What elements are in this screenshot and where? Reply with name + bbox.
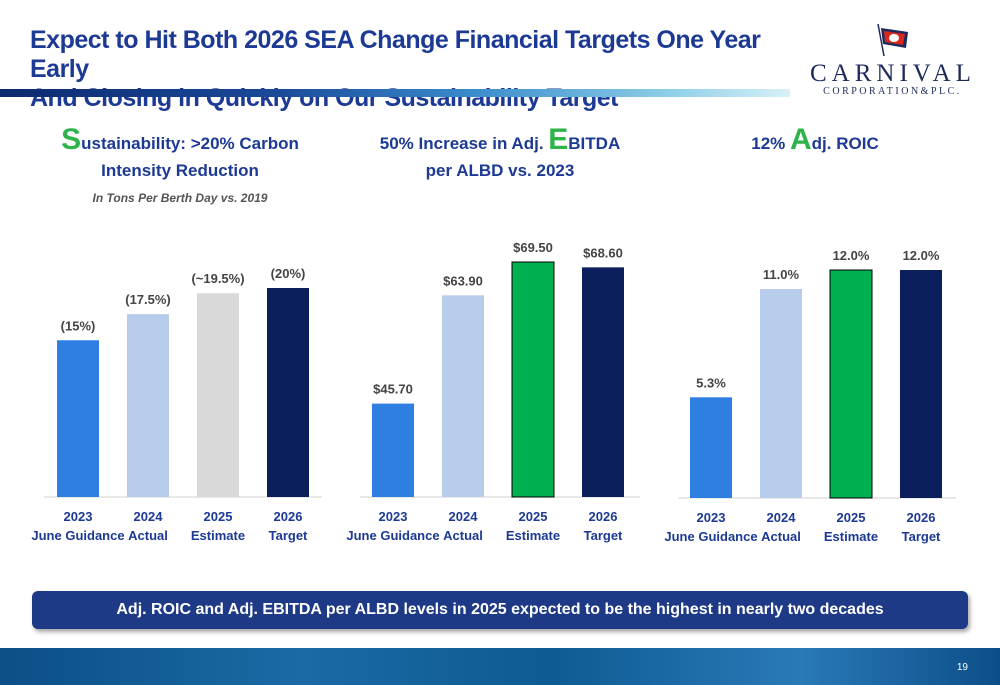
ebitda-tick-label-0-0: 2023 <box>379 509 408 524</box>
sustainability-tick-label-0-1: June Guidance <box>31 528 124 543</box>
sustainability-data-label-2: (~19.5%) <box>191 271 244 286</box>
flag-logo-icon <box>877 23 908 57</box>
roic-tick-label-1-1: Actual <box>761 529 801 544</box>
sustainability-tick-label-1-0: 2024 <box>134 509 164 524</box>
sustainability-tick-label-0-0: 2023 <box>64 509 93 524</box>
sustainability-bar-1 <box>127 314 169 497</box>
sustainability-tick-label-2-1: Estimate <box>191 528 245 543</box>
ebitda-tick-label-2-1: Estimate <box>506 528 560 543</box>
ebitda-data-label-2: $69.50 <box>513 240 553 255</box>
ebitda-title-line2: per ALBD vs. 2023 <box>425 161 575 180</box>
summary-banner: Adj. ROIC and Adj. EBITDA per ALBD level… <box>32 591 968 629</box>
roic-bar-3 <box>900 270 942 498</box>
ebitda-tick-label-1-0: 2024 <box>449 509 479 524</box>
sustainability-data-label-0: (15%) <box>61 318 96 333</box>
roic-panel-title: 12% Adj. ROIC <box>680 123 950 157</box>
sustainability-title-line2: Intensity Reduction <box>101 161 259 180</box>
sustainability-title-rest: ustainability: >20% Carbon <box>81 134 299 153</box>
ebitda-tick-label-2-0: 2025 <box>519 509 548 524</box>
roic-tick-label-0-0: 2023 <box>697 510 726 525</box>
sustainability-bar-2 <box>197 293 239 497</box>
page-title-line1: Expect to Hit Both 2026 SEA Change Finan… <box>30 26 761 83</box>
roic-bar-2 <box>829 269 873 499</box>
sustainability-tick-label-1-1: Actual <box>128 528 168 543</box>
ebitda-tick-label-1-1: Actual <box>443 528 483 543</box>
ebitda-panel-title: 50% Increase in Adj. EBITDA per ALBD vs.… <box>360 123 640 184</box>
sustainability-panel-title: Sustainability: >20% Carbon Intensity Re… <box>40 123 320 184</box>
carnival-logo: CARNIVAL CORPORATION&PLC. <box>810 22 975 102</box>
roic-tick-label-1-0: 2024 <box>767 510 797 525</box>
ebitda-title-prefix: 50% Increase in Adj. <box>379 134 549 153</box>
roic-data-label-1: 11.0% <box>763 267 800 282</box>
ebitda-bar-1 <box>442 295 484 497</box>
sustainability-tick-label-3-0: 2026 <box>274 509 303 524</box>
roic-title-letter: A <box>790 123 812 156</box>
roic-bar-0 <box>690 397 732 498</box>
roic-title-rest: dj. ROIC <box>811 134 879 153</box>
sustainability-data-label-3: (20%) <box>271 266 306 281</box>
roic-bar-1 <box>760 289 802 498</box>
ebitda-tick-label-3-1: Target <box>584 528 623 543</box>
ebitda-bar-0 <box>372 403 414 497</box>
sustainability-tick-label-3-1: Target <box>269 528 308 543</box>
logo-subtitle: CORPORATION&PLC. <box>823 86 962 97</box>
roic-data-label-2: 12.0% <box>833 248 870 263</box>
roic-data-label-0: 5.3% <box>696 375 726 390</box>
footer-band: 19 <box>0 648 1000 685</box>
sustainability-title-letter: S <box>61 123 82 156</box>
ebitda-bar-3 <box>582 267 624 497</box>
roic-tick-label-3-1: Target <box>902 529 941 544</box>
ebitda-tick-label-0-1: June Guidance <box>346 528 439 543</box>
ebitda-bar-2 <box>511 261 555 498</box>
ebitda-title-rest: BITDA <box>568 134 621 153</box>
sustainability-bar-0 <box>57 340 99 497</box>
page-number: 19 <box>956 662 968 673</box>
roic-data-label-3: 12.0% <box>903 248 940 263</box>
title-divider <box>0 89 790 97</box>
roic-tick-label-2-1: Estimate <box>824 529 878 544</box>
ebitda-data-label-1: $63.90 <box>443 273 483 288</box>
roic-tick-label-2-0: 2025 <box>837 510 866 525</box>
ebitda-tick-label-3-0: 2026 <box>589 509 618 524</box>
bar-charts: (15%) 2023 June Guidance (17.5%) 2024 Actual (… <box>31 240 956 544</box>
page-title-line2: And Closing in Quickly on Our Sustainabi… <box>30 84 619 112</box>
sustainability-subtitle: In Tons Per Berth Day vs. 2019 <box>92 191 268 205</box>
roic-tick-label-0-1: June Guidance <box>664 529 757 544</box>
sustainability-bar-3 <box>267 288 309 497</box>
ebitda-data-label-3: $68.60 <box>583 245 623 260</box>
page-title: Expect to Hit Both 2026 SEA Change Finan… <box>30 26 790 113</box>
logo-wordmark: CARNIVAL <box>810 60 976 87</box>
sustainability-tick-label-2-0: 2025 <box>204 509 233 524</box>
ebitda-data-label-0: $45.70 <box>373 382 413 397</box>
ebitda-title-letter: E <box>548 123 569 156</box>
sustainability-data-label-1: (17.5%) <box>125 292 171 307</box>
roic-title-prefix: 12% <box>751 134 790 153</box>
roic-tick-label-3-0: 2026 <box>907 510 936 525</box>
